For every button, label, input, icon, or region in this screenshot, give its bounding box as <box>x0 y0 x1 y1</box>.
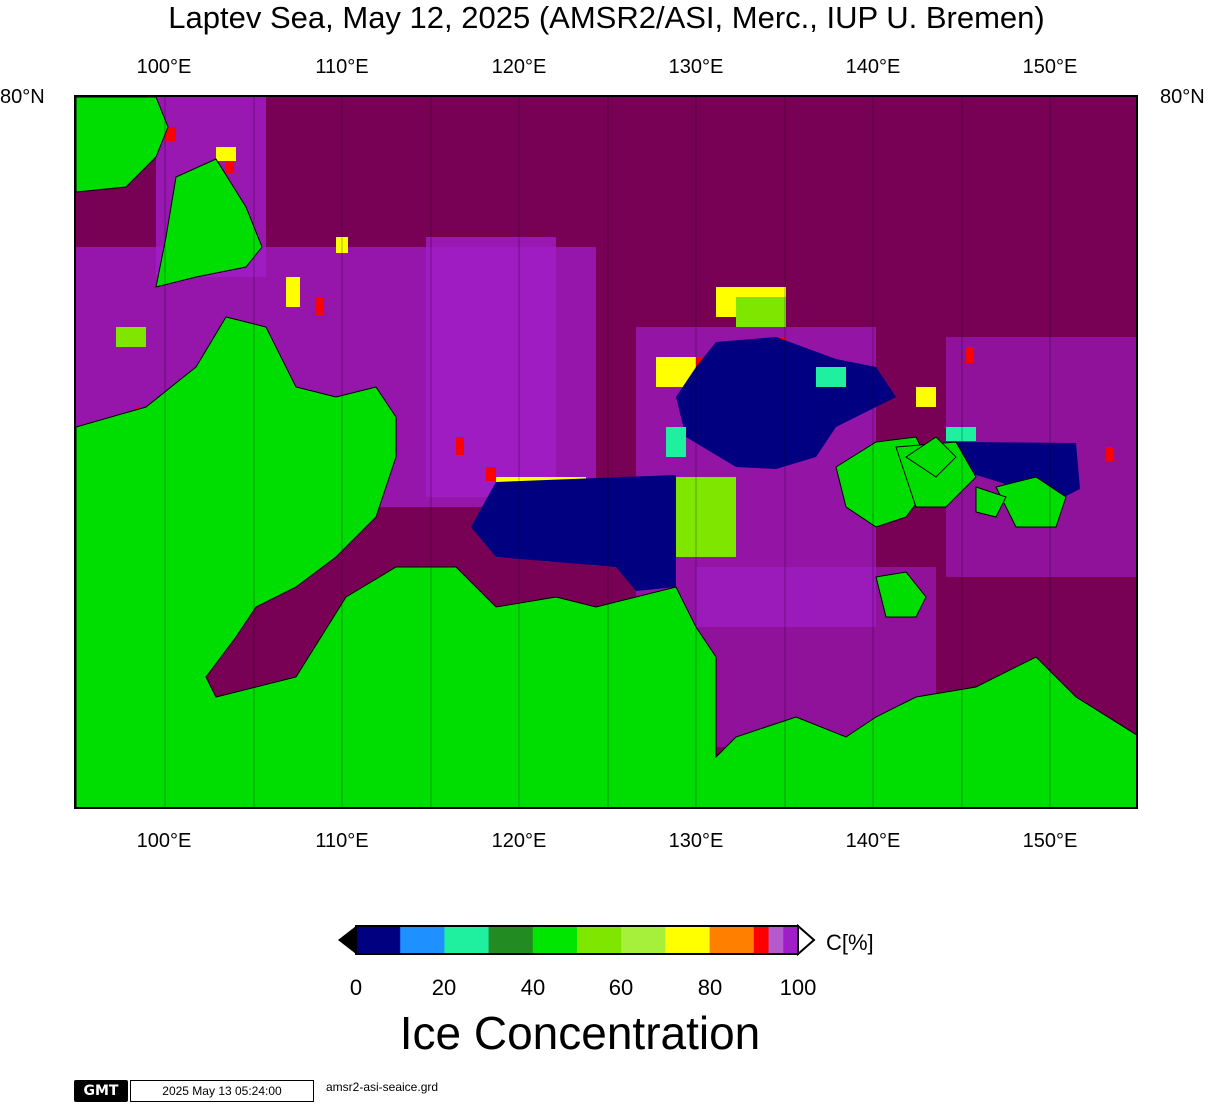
graticule <box>164 97 1051 807</box>
lat-label-left: 80°N <box>0 86 45 108</box>
lat-label-right: 80°N <box>1160 86 1205 108</box>
colorbar-tick-0: 0 <box>349 975 363 1000</box>
colorbar-tick-80: 80 <box>697 975 723 1000</box>
colorbar-frame <box>355 925 799 955</box>
timestamp: 2025 May 13 05:24:00 <box>130 1080 314 1102</box>
colorbar-swatch <box>621 926 666 954</box>
colorbar-swatch <box>709 926 755 954</box>
colorbar-tick-20: 20 <box>431 975 457 1000</box>
map-title: Laptev Sea, May 12, 2025 (AMSR2/ASI, Mer… <box>168 0 1045 35</box>
map-canvas <box>76 97 1136 807</box>
land <box>76 97 1136 807</box>
colorbar-swatch <box>444 926 490 954</box>
lon-label-top-120: 120°E <box>491 56 547 78</box>
colorbar-swatch <box>532 926 578 954</box>
colorbar-tick-40: 40 <box>520 975 546 1000</box>
colorbar <box>338 923 816 957</box>
colorbar-swatch <box>768 926 784 954</box>
colorbar-swatch <box>783 926 799 954</box>
sea-ice-map <box>74 95 1138 809</box>
colorbar-over-arrow <box>797 923 816 957</box>
lon-label-bottom-110: 110°E <box>315 830 369 852</box>
colorbar-swatch <box>400 926 445 954</box>
lon-label-bottom-130: 130°E <box>668 830 724 852</box>
low-concentration-edge <box>666 367 976 457</box>
lon-label-bottom-120: 120°E <box>491 830 547 852</box>
colorbar-swatch <box>753 926 770 954</box>
colorbar-swatch <box>356 926 401 954</box>
lon-label-bottom-100: 100°E <box>136 830 192 852</box>
filename: amsr2-asi-seaice.grd <box>326 1080 439 1094</box>
lon-label-top-130: 130°E <box>668 56 724 78</box>
colorbar-unit-label: C[%] <box>826 930 874 955</box>
lon-label-top-110: 110°E <box>315 56 369 78</box>
gmt-logo: GMT <box>74 1080 128 1102</box>
colorbar-tick-60: 60 <box>608 975 634 1000</box>
colorbar-under-arrow <box>338 926 356 954</box>
lon-label-bottom-150: 150°E <box>1022 830 1078 852</box>
lon-label-top-100: 100°E <box>136 56 192 78</box>
colorbar-title: Ice Concentration <box>399 1007 761 1059</box>
colorbar-swatch <box>665 926 711 954</box>
colorbar-swatch <box>488 926 534 954</box>
colorbar-tick-100: 100 <box>779 975 817 1000</box>
lon-label-top-150: 150°E <box>1022 56 1078 78</box>
colorbar-swatch <box>577 926 622 954</box>
lon-label-top-140: 140°E <box>845 56 901 78</box>
lon-label-bottom-140: 140°E <box>845 830 901 852</box>
